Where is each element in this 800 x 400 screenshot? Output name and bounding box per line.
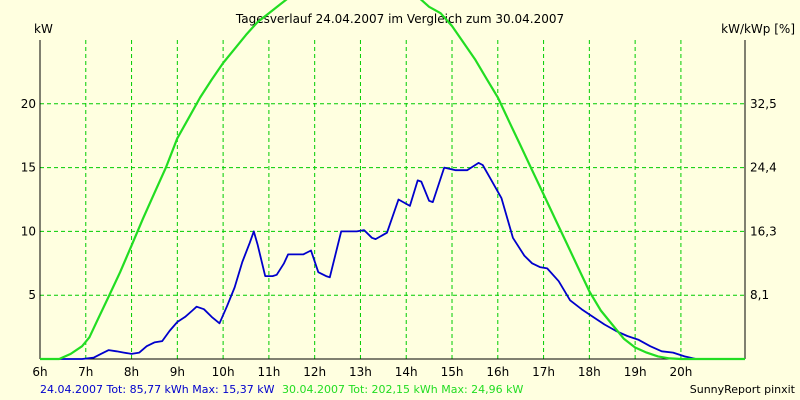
y-axis-right-label: kW/kWp [%] (721, 22, 795, 36)
tick-labels: 6h 7h 8h 9h 10h 11h 12h 13h 14h 15h 16h 17h 18h 19h 20… (21, 97, 777, 379)
y-right-tick-label: 16,3 (750, 224, 777, 238)
y-left-tick-label: 10 (21, 224, 36, 238)
chart-title: Tagesverlauf 24.04.2007 im Vergleich zum… (235, 12, 564, 26)
x-tick-label: 8h (124, 365, 139, 379)
x-tick-label: 12h (303, 365, 326, 379)
x-tick-label: 10h (212, 365, 235, 379)
footer-summary: 24.04.2007 Tot: 85,77 kWh Max: 15,37 kW … (40, 383, 524, 396)
y-axis-left-label: kW (34, 22, 53, 36)
report-credit: SunnyReport pinxit (690, 383, 796, 396)
x-tick-label: 13h (349, 365, 372, 379)
x-tick-label: 16h (486, 365, 509, 379)
x-tick-label: 17h (532, 365, 555, 379)
y-right-tick-label: 8,1 (750, 288, 769, 302)
x-tick-label: 18h (578, 365, 601, 379)
y-right-tick-label: 24,4 (750, 161, 777, 175)
grid-lines (40, 40, 745, 359)
x-tick-label: 14h (395, 365, 418, 379)
y-left-tick-label: 15 (21, 161, 36, 175)
x-tick-label: 19h (624, 365, 647, 379)
series-2-summary: 30.04.2007 Tot: 202,15 kWh Max: 24,96 kW (282, 383, 524, 396)
x-tick-label: 6h (32, 365, 47, 379)
series-line-2 (40, 0, 745, 361)
axes (39, 40, 746, 360)
x-tick-label: 7h (78, 365, 93, 379)
series-1-summary: 24.04.2007 Tot: 85,77 kWh Max: 15,37 kW (40, 383, 275, 396)
series-line-1 (40, 161, 745, 360)
y-right-tick-label: 32,5 (750, 97, 777, 111)
series-lines (40, 0, 745, 361)
x-tick-label: 9h (170, 365, 185, 379)
x-tick-label: 11h (257, 365, 280, 379)
y-left-tick-label: 5 (28, 288, 36, 302)
x-tick-label: 15h (441, 365, 464, 379)
y-left-tick-label: 20 (21, 97, 36, 111)
x-tick-label: 20h (669, 365, 692, 379)
